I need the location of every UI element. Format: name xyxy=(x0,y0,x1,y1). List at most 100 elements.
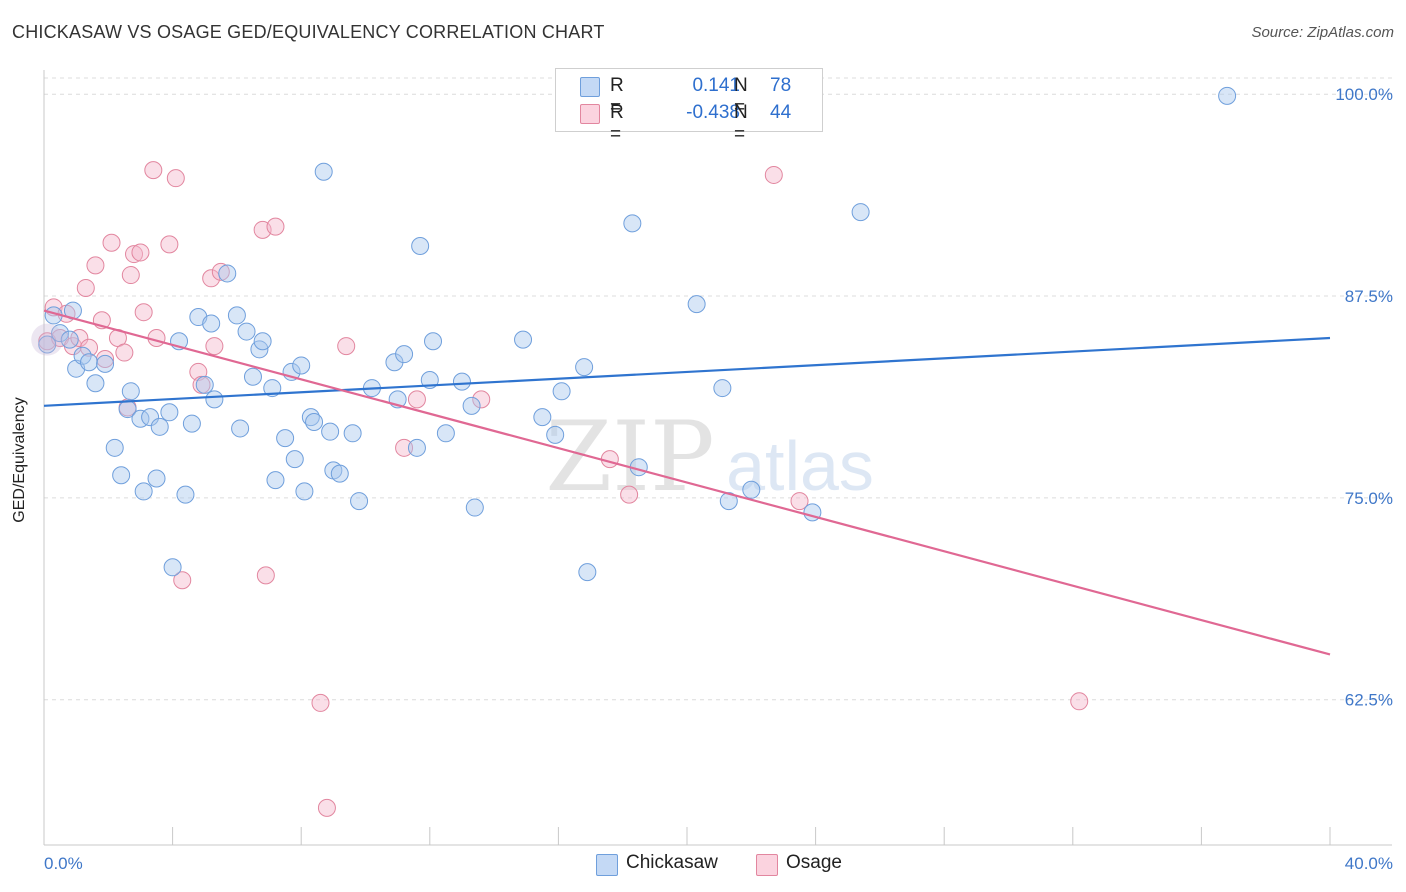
chickasaw-point xyxy=(253,332,272,351)
osage-point xyxy=(337,337,356,356)
chickasaw-point xyxy=(350,492,369,511)
y-tick-label: 75.0% xyxy=(1345,489,1393,508)
osage-point xyxy=(407,390,426,409)
osage-point xyxy=(620,485,639,504)
watermark-zip: ZIP xyxy=(545,401,714,513)
legend-label: Osage xyxy=(786,852,842,873)
chickasaw-point xyxy=(131,409,150,428)
chickasaw-point xyxy=(263,379,282,398)
chart-title: CHICKASAW VS OSAGE GED/EQUIVALENCY CORRE… xyxy=(12,22,605,42)
chickasaw-point xyxy=(533,408,552,427)
chickasaw-point xyxy=(121,382,140,401)
chickasaw-point xyxy=(227,306,246,325)
chickasaw-point xyxy=(411,236,430,255)
chickasaw-point xyxy=(292,356,311,375)
osage-point xyxy=(70,329,89,348)
chickasaw-point xyxy=(51,324,70,343)
chickasaw-point xyxy=(176,485,195,504)
chickasaw-point xyxy=(514,330,533,349)
chickasaw-point xyxy=(141,408,160,427)
r-value: -0.438 xyxy=(686,102,740,123)
osage-point xyxy=(160,235,179,254)
chickasaw-point xyxy=(687,295,706,314)
n-value: 78 xyxy=(770,75,792,96)
chickasaw-point xyxy=(452,372,471,391)
osage-point xyxy=(790,492,809,511)
chickasaw-swatch xyxy=(596,854,618,876)
chickasaw-point xyxy=(465,498,484,517)
source-label: Source: ZipAtlas.com xyxy=(1251,24,1394,41)
chickasaw-point xyxy=(218,264,237,283)
chickasaw-point xyxy=(195,375,214,394)
stats-legend: R = 0.141 N = 78 R = -0.438 N = 44 xyxy=(555,68,823,145)
osage-point xyxy=(311,693,330,712)
osage-point xyxy=(472,390,491,409)
x-tick-label: 40.0% xyxy=(1345,854,1393,873)
chickasaw-point xyxy=(182,414,201,433)
chickasaw-point xyxy=(112,466,131,485)
chickasaw-point xyxy=(86,374,105,393)
osage-point xyxy=(205,337,224,356)
osage-swatch xyxy=(756,854,778,876)
chickasaw-point xyxy=(742,480,761,499)
osage-point xyxy=(86,256,105,275)
r-label: R = xyxy=(610,75,624,118)
chickasaw-point xyxy=(462,396,481,415)
r-label: R = xyxy=(610,102,624,145)
n-label: N = xyxy=(734,75,748,118)
chickasaw-point xyxy=(285,450,304,469)
osage-point xyxy=(600,450,619,469)
osage-point xyxy=(134,303,153,322)
chickasaw-point xyxy=(205,390,224,409)
osage-point xyxy=(256,566,275,585)
chickasaw-point xyxy=(163,558,182,577)
chickasaw-point xyxy=(160,403,179,422)
chickasaw-point xyxy=(1218,86,1237,105)
chickasaw-point xyxy=(546,425,565,444)
chickasaw-point xyxy=(202,314,221,333)
x-tick-label: 0.0% xyxy=(44,854,83,873)
osage-point xyxy=(121,266,140,285)
chickasaw-point xyxy=(134,482,153,501)
y-axis-label: GED/Equivalency xyxy=(11,397,28,523)
chickasaw-point xyxy=(80,353,99,372)
chickasaw-point xyxy=(623,214,642,233)
n-label: N = xyxy=(734,102,748,145)
chickasaw-point xyxy=(301,408,320,427)
chickasaw-point xyxy=(321,422,340,441)
osage-point xyxy=(102,233,121,252)
osage-trend-line xyxy=(43,309,1331,656)
chickasaw-point xyxy=(295,482,314,501)
y-tick-label: 100.0% xyxy=(1335,85,1393,104)
watermark-atlas: atlas xyxy=(726,427,874,505)
chickasaw-point xyxy=(575,358,594,377)
osage-point xyxy=(131,243,150,262)
chickasaw-point xyxy=(552,382,571,401)
chickasaw-point xyxy=(436,424,455,443)
chickasaw-point xyxy=(314,162,333,181)
y-tick-label: 62.5% xyxy=(1345,691,1393,710)
chickasaw-point xyxy=(578,563,597,582)
chickasaw-point xyxy=(38,335,57,354)
chickasaw-trend-line xyxy=(43,336,1331,407)
r-value: 0.141 xyxy=(692,75,740,96)
chickasaw-point xyxy=(395,345,414,364)
chickasaw-point xyxy=(330,464,349,483)
chickasaw-swatch xyxy=(580,77,600,97)
osage-point xyxy=(76,278,95,297)
chickasaw-point xyxy=(105,438,124,457)
chickasaw-point xyxy=(713,379,732,398)
chickasaw-point xyxy=(147,469,166,488)
chickasaw-point xyxy=(243,367,262,386)
chickasaw-point xyxy=(237,322,256,341)
chickasaw-point xyxy=(276,429,295,448)
osage-point xyxy=(1070,692,1089,711)
osage-point xyxy=(144,161,163,180)
osage-swatch xyxy=(580,104,600,124)
chickasaw-point xyxy=(73,346,92,365)
chickasaw-point xyxy=(231,419,250,438)
chickasaw-point xyxy=(150,417,169,436)
osage-point xyxy=(166,169,185,188)
chickasaw-point xyxy=(96,354,115,373)
osage-point xyxy=(395,438,414,457)
